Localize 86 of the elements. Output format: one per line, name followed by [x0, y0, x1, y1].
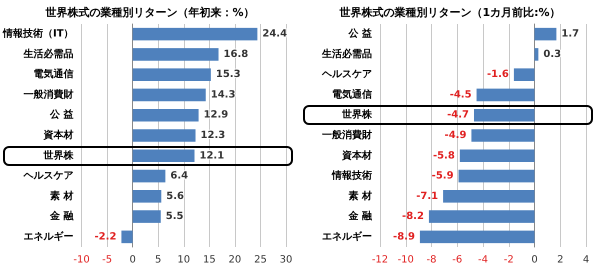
data-label: 24.4: [262, 28, 288, 40]
data-label: -8.2: [402, 211, 424, 222]
bar: [132, 48, 219, 61]
data-label: 16.8: [224, 48, 248, 60]
data-label: 14.3: [210, 89, 236, 100]
data-label: -7.1: [416, 190, 438, 202]
y-tick-label: ヘルスケア: [321, 69, 372, 80]
chart-title: 世界株式の業種別リターン（1カ月前比:%）: [338, 6, 561, 19]
data-label: -4.9: [444, 130, 466, 141]
x-tick-label: 30: [280, 254, 292, 266]
x-tick-label: 5: [155, 254, 162, 266]
data-label: 5.5: [166, 211, 184, 222]
y-tick-label: 公 益: [348, 28, 372, 40]
y-tick-label: エネルギー: [322, 230, 372, 242]
y-tick-label: 世界株: [341, 108, 373, 121]
y-tick-label: 金 融: [49, 210, 75, 222]
x-tick-label: 15: [202, 254, 216, 266]
y-tick-label: 公 益: [49, 108, 74, 121]
data-label: -4.5: [450, 89, 472, 100]
bar: [476, 88, 534, 102]
bar: [471, 129, 534, 142]
x-tick-label: -10: [398, 254, 414, 266]
bar: [132, 190, 162, 203]
data-label: 0.3: [543, 48, 562, 60]
bar: [121, 230, 133, 244]
bar: [132, 28, 258, 40]
x-tick-label: 4: [582, 254, 590, 266]
data-label: -5.9: [432, 170, 454, 182]
y-tick-label: ヘルスケア: [22, 170, 74, 182]
bar: [534, 28, 556, 40]
y-tick-label: 世界株: [42, 149, 75, 162]
bar: [132, 68, 211, 81]
y-tick-label: 素 材: [348, 190, 372, 202]
chart-title: 世界株式の業種別リターン（年初来：%）: [44, 6, 255, 19]
bar: [132, 129, 196, 142]
bar: [420, 230, 534, 244]
y-tick-label: 電気通信: [34, 68, 74, 80]
x-tick-label: -8: [426, 254, 436, 266]
y-tick-label: 一般消費財: [24, 88, 74, 100]
data-label: -8.9: [393, 231, 415, 242]
data-label: 12.9: [204, 110, 228, 121]
bar: [132, 108, 199, 122]
bar: [514, 68, 534, 81]
bar: [458, 170, 534, 182]
y-tick-label: 生活必需品: [22, 48, 74, 60]
x-tick-label: -12: [372, 254, 388, 266]
y-tick-label: 金 融: [348, 210, 373, 222]
y-tick-label: 素 材: [50, 190, 74, 202]
data-label: -1.6: [487, 69, 509, 80]
y-tick-label: 生活必需品: [321, 48, 372, 60]
data-label: -5.8: [432, 150, 455, 162]
data-label: 5.6: [166, 190, 184, 202]
x-tick-label: 0: [129, 254, 136, 266]
x-tick-label: -10: [73, 254, 90, 266]
bar: [428, 210, 534, 223]
bar: [443, 190, 534, 203]
y-tick-label: エネルギー: [24, 230, 74, 242]
bar: [132, 149, 195, 162]
x-tick-label: 20: [228, 254, 242, 266]
bar: [460, 149, 534, 162]
bar: [132, 170, 166, 182]
x-tick-label: 10: [177, 254, 190, 266]
data-label: -4.7: [447, 110, 470, 121]
y-tick-label: 一般消費財: [322, 129, 372, 141]
bar: [534, 48, 538, 61]
y-tick-label: 資本材: [42, 129, 74, 141]
data-label: 15.3: [216, 69, 241, 80]
data-label: 12.3: [200, 130, 226, 141]
x-tick-label: 25: [254, 254, 267, 266]
y-tick-label: 情報技術: [331, 170, 372, 182]
x-tick-label: -4: [478, 254, 488, 266]
data-label: 6.4: [170, 170, 188, 182]
y-tick-label: 情報技術（IT）: [2, 28, 74, 40]
x-tick-label: -6: [452, 254, 462, 266]
data-label: -2.2: [94, 231, 116, 242]
x-tick-label: 0: [531, 254, 538, 266]
x-tick-label: 2: [557, 254, 564, 266]
data-label: 12.1: [200, 150, 224, 162]
x-tick-label: -2: [504, 254, 514, 266]
bar: [132, 88, 206, 102]
data-label: 1.7: [561, 28, 580, 40]
y-tick-label: 電気通信: [332, 88, 372, 100]
y-tick-label: 資本材: [341, 149, 372, 162]
x-tick-label: -5: [102, 254, 112, 266]
bar: [474, 108, 534, 122]
bar: [132, 210, 161, 223]
